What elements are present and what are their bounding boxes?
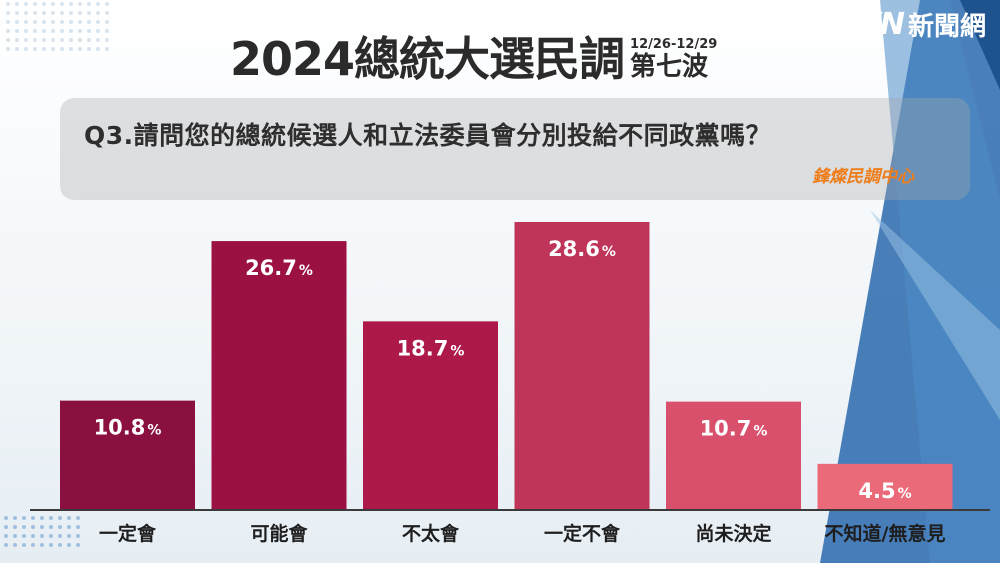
brand-name: 新聞網 (907, 12, 986, 42)
source-label: 鋒燦民調中心 (812, 167, 914, 187)
bar-value-label-1: 10.8% (94, 416, 162, 440)
category-label-2: 可能會 (250, 522, 308, 545)
page-title: 2024總統大選民調 (230, 32, 625, 86)
brand-logo-mark: FTVN (818, 7, 905, 42)
ftvn-logo: FTVN 新聞網 (819, 6, 986, 43)
wave-label: 第七波 (630, 52, 709, 83)
bar-value-label-4: 28.6% (548, 237, 616, 261)
question-panel (60, 98, 970, 200)
bar-4 (514, 222, 650, 509)
bar-3 (363, 321, 498, 509)
date-range: 12/26-12/29 (630, 37, 718, 52)
category-label-4: 一定不會 (544, 522, 621, 545)
question-text: Q3.請問您的總統候選人和立法委員會分別投給不同政黨嗎？ (84, 121, 772, 150)
bar-5 (666, 401, 801, 509)
bar-2 (211, 241, 347, 509)
category-label-6: 不知道/無意見 (825, 522, 946, 545)
bar-6 (817, 463, 953, 509)
category-label-3: 不太會 (402, 522, 460, 545)
bar-value-label-6: 4.5% (858, 479, 911, 503)
header: 2024總統大選民調 12/26-12/29 第七波 (230, 36, 717, 83)
bar-value-label-2: 26.7% (245, 256, 313, 280)
bar-value-label-5: 10.7% (700, 417, 768, 441)
bar-1 (60, 400, 195, 509)
title-side: 12/26-12/29 第七波 (630, 37, 718, 83)
bar-value-label-3: 18.7% (397, 336, 465, 360)
category-label-5: 尚未決定 (695, 522, 771, 545)
category-label-1: 一定會 (99, 522, 157, 545)
